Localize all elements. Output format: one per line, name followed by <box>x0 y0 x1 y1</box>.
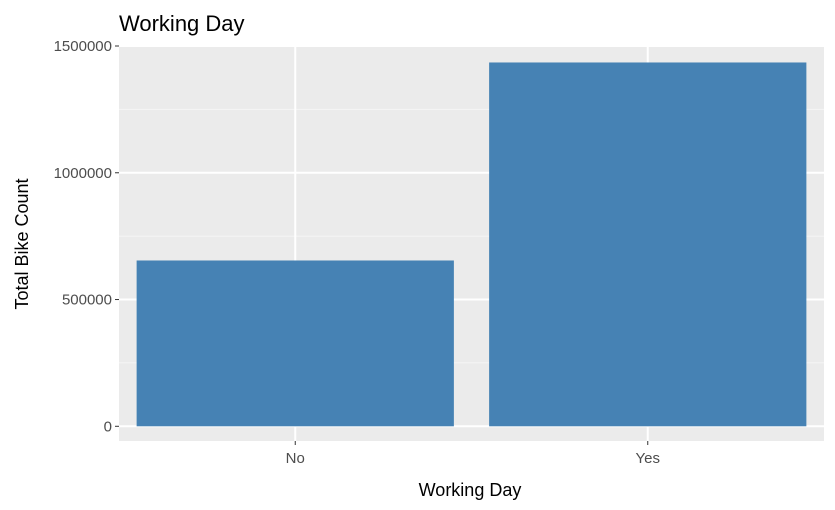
bar-no <box>136 260 454 427</box>
x-axis-title: Working Day <box>419 480 522 500</box>
bars <box>136 62 807 427</box>
bar-yes <box>489 62 807 427</box>
y-tick-label: 500000 <box>62 292 112 309</box>
y-tick-label: 0 <box>104 418 112 435</box>
x-axis: No Yes <box>286 441 660 467</box>
y-tick-label: 1500000 <box>54 38 112 55</box>
x-tick-label: Yes <box>636 450 660 467</box>
y-axis-title: Total Bike Count <box>12 178 32 309</box>
y-axis: 0 500000 1000000 1500000 <box>54 38 119 435</box>
x-tick-label: No <box>286 450 305 467</box>
chart-title: Working Day <box>119 11 245 36</box>
y-tick-label: 1000000 <box>54 165 112 182</box>
